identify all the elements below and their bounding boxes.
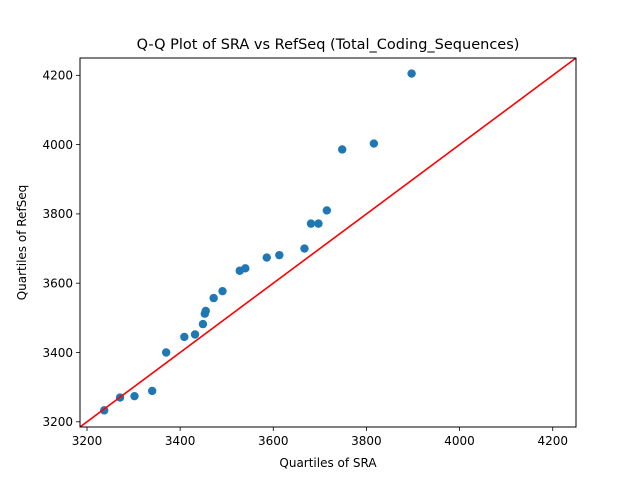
x-tick-label: 3400 xyxy=(165,434,196,448)
chart-title: Q-Q Plot of SRA vs RefSeq (Total_Coding_… xyxy=(137,37,520,53)
data-point xyxy=(241,264,250,273)
data-point xyxy=(314,219,323,228)
data-point xyxy=(322,206,332,215)
data-point xyxy=(369,139,379,148)
x-tick-label: 3600 xyxy=(258,434,289,448)
data-point xyxy=(338,145,347,154)
data-point xyxy=(190,330,200,339)
data-points xyxy=(100,69,416,415)
data-point xyxy=(161,348,171,357)
data-point xyxy=(306,219,316,228)
y-tick-label: 3600 xyxy=(42,277,73,291)
y-axis: 3200 3400 3600 3800 4000 4200 xyxy=(42,69,80,429)
x-axis-label: Quartiles of SRA xyxy=(279,456,377,470)
data-point xyxy=(180,332,189,342)
y-tick-label: 3400 xyxy=(42,346,73,360)
y-tick-label: 4000 xyxy=(42,138,73,152)
reference-line xyxy=(80,58,576,427)
x-tick-label: 4000 xyxy=(444,434,475,448)
axes-frame xyxy=(79,57,577,428)
y-tick-label: 3200 xyxy=(42,415,73,429)
plot-area xyxy=(80,58,576,427)
x-axis: 3200 3400 3600 3800 4000 4200 xyxy=(72,427,568,448)
data-point xyxy=(198,319,208,329)
y-tick-label: 3800 xyxy=(42,207,73,221)
x-tick-label: 4200 xyxy=(537,434,568,448)
y-tick-label: 4200 xyxy=(42,69,73,83)
data-point xyxy=(300,244,309,253)
x-tick-label: 3200 xyxy=(72,434,103,448)
data-point xyxy=(201,306,210,316)
data-point xyxy=(262,253,271,262)
x-tick-label: 3800 xyxy=(351,434,382,448)
data-point xyxy=(407,69,416,78)
data-point xyxy=(275,250,284,260)
data-point xyxy=(147,386,157,396)
data-point xyxy=(218,286,227,296)
data-point xyxy=(209,293,218,303)
y-axis-label: Quartiles of RefSeq xyxy=(15,185,29,301)
data-point xyxy=(130,391,139,401)
